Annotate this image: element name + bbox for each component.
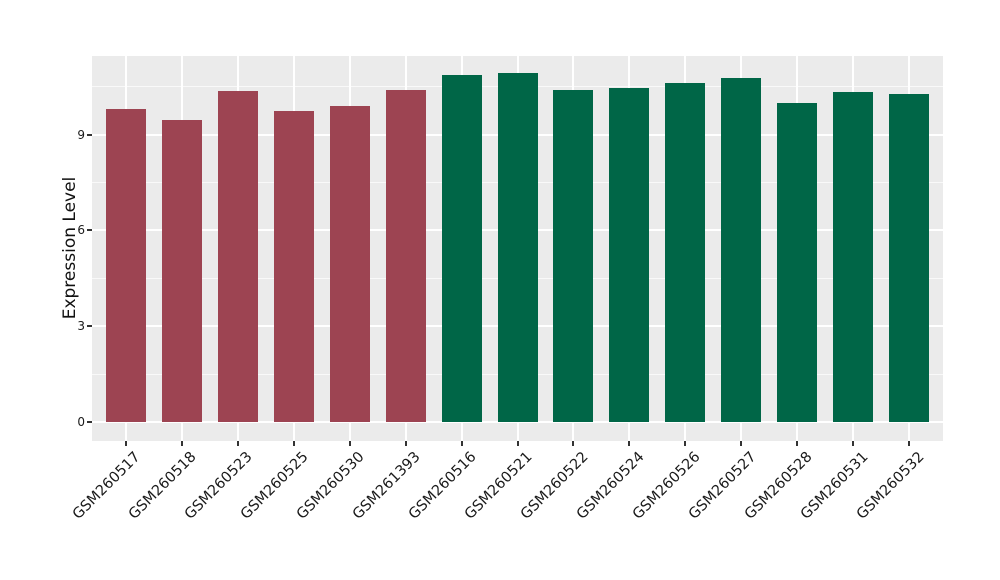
bar-GSM260532 [889, 93, 930, 422]
x-tick-mark-GSM260527 [740, 441, 743, 446]
bar-GSM260526 [665, 83, 706, 422]
y-tick-mark-3 [87, 325, 92, 328]
x-tick-mark-GSM260517 [124, 441, 127, 446]
bar-GSM260525 [273, 110, 314, 422]
bar-GSM260522 [553, 90, 594, 422]
bar-GSM260528 [777, 103, 818, 422]
x-tick-mark-GSM260526 [684, 441, 687, 446]
bar-GSM260516 [441, 74, 482, 422]
x-tick-mark-GSM260523 [236, 441, 239, 446]
x-tick-mark-GSM260524 [628, 441, 631, 446]
bar-GSM260527 [721, 78, 762, 422]
x-tick-mark-GSM260518 [180, 441, 183, 446]
bar-GSM260518 [161, 119, 202, 422]
x-tick-mark-GSM260516 [460, 441, 463, 446]
y-tick-mark-6 [87, 229, 92, 232]
x-tick-mark-GSM260522 [572, 441, 575, 446]
bar-GSM261393 [385, 90, 426, 422]
y-tick-label-9: 9 [77, 127, 85, 142]
x-tick-mark-GSM260528 [796, 441, 799, 446]
y-tick-label-3: 3 [77, 319, 85, 334]
x-tick-mark-GSM260521 [516, 441, 519, 446]
x-tick-mark-GSM260525 [292, 441, 295, 446]
plot-panel [92, 56, 943, 441]
y-axis-title: Expression Level [60, 176, 80, 320]
x-tick-mark-GSM260531 [852, 441, 855, 446]
x-tick-mark-GSM261393 [404, 441, 407, 446]
x-tick-mark-GSM260530 [348, 441, 351, 446]
y-tick-mark-0 [87, 421, 92, 423]
bar-GSM260531 [833, 91, 874, 422]
bar-GSM260517 [105, 108, 146, 422]
bar-GSM260521 [497, 72, 538, 422]
bar-GSM260523 [217, 91, 258, 422]
bar-GSM260524 [609, 88, 650, 422]
x-tick-mark-GSM260532 [908, 441, 911, 446]
y-tick-label-6: 6 [77, 223, 85, 238]
y-tick-label-0: 0 [77, 415, 85, 429]
bar-GSM260530 [329, 106, 370, 422]
y-tick-mark-9 [87, 133, 92, 136]
